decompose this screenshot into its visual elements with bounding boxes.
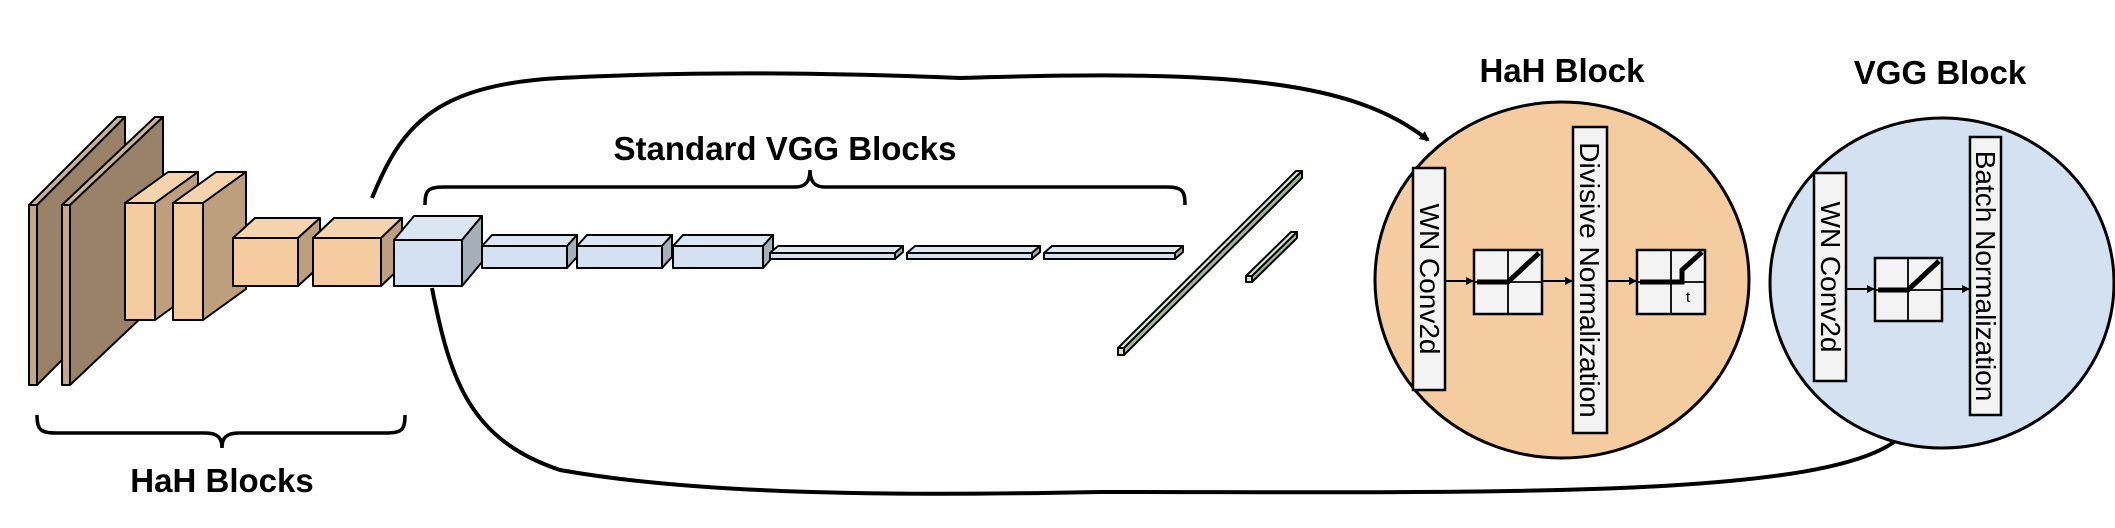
- hah-feature-map-3a-front: [232, 237, 299, 287]
- dense-layer-1-side: [1123, 170, 1303, 356]
- vgg-feature-map-3-top: [576, 234, 673, 247]
- hah-feature-map-1a-front: [28, 204, 38, 386]
- hah-block-title: HaH Block: [1479, 52, 1645, 89]
- vgg-feature-map-7-front: [1043, 252, 1176, 260]
- hah-feature-map-1b-front: [61, 204, 71, 386]
- skip-curve-bottom: [430, 287, 1907, 496]
- vgg-feature-map-1-front: [393, 239, 463, 287]
- vgg-block-title: VGG Block: [1854, 54, 2027, 91]
- vgg-batch-norm-label: Batch Normalization: [1970, 151, 2001, 402]
- vgg-feature-map-4-top: [672, 234, 774, 247]
- vgg-block-detail: WN Conv2d Batch Normalization: [1768, 116, 2115, 450]
- vgg-wn-conv2d-box: [1812, 171, 1848, 383]
- hah-feature-map-2a-front: [124, 202, 156, 321]
- hah-blocks-label: HaH Blocks: [130, 462, 313, 499]
- relu-activation-icon: [1472, 248, 1544, 316]
- vgg-wn-conv2d-label: WN Conv2d: [1815, 202, 1846, 353]
- standard-vgg-brace: [423, 169, 1187, 206]
- hah-feature-map-3b-front: [312, 237, 382, 287]
- vgg-feature-map-2-front: [481, 245, 568, 269]
- vgg-feature-map-3-front: [576, 245, 663, 269]
- vgg-feature-map-2-top: [481, 234, 578, 247]
- vgg-feature-map-5-top: [769, 245, 904, 254]
- threshold-activation-icon: t: [1635, 248, 1707, 316]
- vgg-feature-map-6-front: [906, 252, 1033, 260]
- dense-layer-2-side: [1251, 231, 1298, 283]
- standard-vgg-blocks-label: Standard VGG Blocks: [614, 130, 957, 167]
- vgg-feature-map-7-top: [1043, 245, 1184, 254]
- vgg-feature-map-4-front: [672, 245, 764, 269]
- vgg-feature-map-5-front: [769, 252, 896, 260]
- hah-divisive-norm-label: Divisive Normalization: [1574, 142, 1605, 417]
- skip-curve-top: [370, 71, 1430, 199]
- dense-layer-1-front: [1117, 347, 1125, 356]
- threshold-t-label: t: [1686, 289, 1691, 306]
- feature-map-blocks: [28, 116, 1303, 386]
- hah-block-detail: WN Conv2d Divisive Normalization t: [1373, 100, 1751, 460]
- hah-blocks-brace: [35, 414, 407, 449]
- hah-wn-conv2d-label: WN Conv2d: [1414, 204, 1445, 355]
- vgg-feature-map-6-top: [906, 245, 1041, 254]
- vgg-batch-norm-box: [1968, 135, 2003, 417]
- hah-wn-conv2d-box: [1411, 166, 1447, 392]
- dense-layer-2-front: [1245, 275, 1253, 283]
- vgg-relu-activation-icon: [1873, 256, 1944, 323]
- hah-divisive-norm-box: [1571, 125, 1609, 435]
- hah-feature-map-2b-front: [172, 202, 204, 321]
